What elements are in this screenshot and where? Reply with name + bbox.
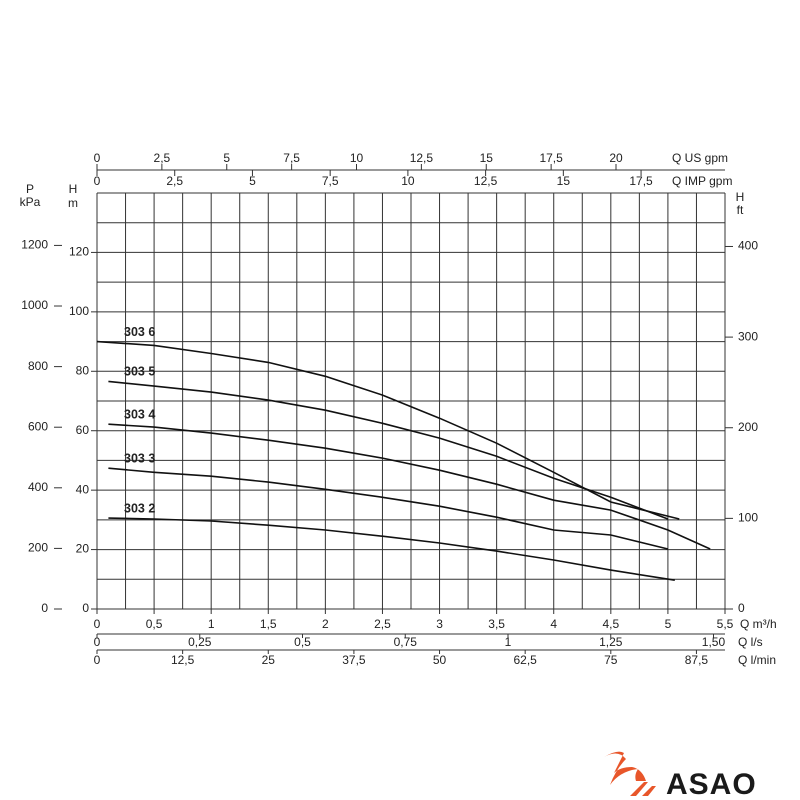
y-tick-label: 100 — [69, 304, 89, 318]
y-axis-title: m — [68, 196, 78, 210]
tick-label: 62,5 — [513, 653, 537, 667]
pump-curve — [108, 423, 711, 550]
series-label: 303 2 — [124, 501, 155, 515]
y-tick-label: 40 — [76, 482, 90, 496]
tick-label: 75 — [604, 653, 618, 667]
tick-label: 0 — [94, 653, 101, 667]
tick-label: 7,5 — [283, 151, 300, 165]
axis-title: Q IMP gpm — [672, 174, 732, 188]
axis-title: H — [736, 190, 745, 204]
x-tick-label: 0,5 — [146, 617, 163, 631]
series-label: 303 4 — [124, 407, 155, 421]
logo-icon — [604, 751, 646, 785]
tick-label: 10 — [350, 151, 364, 165]
y-tick-label: 20 — [76, 542, 90, 556]
logo-icon — [630, 782, 656, 796]
tick-label: 1 — [505, 635, 512, 649]
x-tick-label: 5,5 — [717, 617, 734, 631]
tick-label: 300 — [738, 329, 758, 343]
pump-curve — [108, 467, 669, 550]
x-tick-label: 1 — [208, 617, 215, 631]
tick-label: 1000 — [21, 298, 48, 312]
tick-label: 5 — [223, 151, 230, 165]
x-tick-label: 3 — [436, 617, 443, 631]
tick-label: 12,5 — [474, 174, 498, 188]
x-tick-label: 5 — [665, 617, 672, 631]
tick-label: 0 — [41, 601, 48, 615]
pump-curve — [108, 517, 675, 581]
y-tick-label: 0 — [82, 601, 89, 615]
series-label: 303 3 — [124, 451, 155, 465]
pump-curve — [108, 380, 669, 520]
y-axis-title: H — [69, 182, 78, 196]
tick-label: 5 — [249, 174, 256, 188]
tick-label: 2,5 — [154, 151, 171, 165]
tick-label: 37,5 — [342, 653, 366, 667]
tick-label: 2,5 — [166, 174, 183, 188]
tick-label: 0 — [94, 151, 101, 165]
x-tick-label: 0 — [94, 617, 101, 631]
tick-label: 200 — [28, 541, 48, 555]
tick-label: 0 — [738, 601, 745, 615]
tick-label: 50 — [433, 653, 447, 667]
tick-label: 20 — [609, 151, 623, 165]
axis-title: Q l/s — [738, 635, 763, 649]
tick-label: 87,5 — [685, 653, 709, 667]
axis-title: ft — [737, 203, 744, 217]
y-tick-label: 120 — [69, 245, 89, 259]
tick-label: 12,5 — [410, 151, 434, 165]
tick-label: 12,5 — [171, 653, 195, 667]
tick-label: 1200 — [21, 238, 48, 252]
axis-title: P — [26, 182, 34, 196]
x-axis-title: Q m³/h — [740, 617, 777, 631]
tick-label: 400 — [738, 239, 758, 253]
tick-label: 600 — [28, 419, 48, 433]
y-tick-label: 80 — [76, 363, 90, 377]
tick-label: 0,25 — [188, 635, 212, 649]
tick-label: 15 — [480, 151, 494, 165]
tick-label: 0,5 — [294, 635, 311, 649]
y-tick-label: 60 — [76, 423, 90, 437]
tick-label: 17,5 — [629, 174, 653, 188]
tick-label: 200 — [738, 420, 758, 434]
tick-label: 100 — [738, 511, 758, 525]
tick-label: 0 — [94, 635, 101, 649]
tick-label: 1,50 — [702, 635, 726, 649]
tick-label: 25 — [262, 653, 276, 667]
tick-label: 7,5 — [322, 174, 339, 188]
series-label: 303 6 — [124, 325, 155, 339]
x-tick-label: 4,5 — [602, 617, 619, 631]
tick-label: 17,5 — [539, 151, 563, 165]
logo-text: ASAO — [666, 768, 757, 800]
x-tick-label: 3,5 — [488, 617, 505, 631]
tick-label: 0,75 — [394, 635, 418, 649]
tick-label: 15 — [557, 174, 571, 188]
series-label: 303 5 — [124, 365, 155, 379]
tick-label: 400 — [28, 480, 48, 494]
logo: ASAO — [604, 751, 757, 800]
tick-label: 800 — [28, 359, 48, 373]
tick-label: 0 — [94, 174, 101, 188]
tick-label: 10 — [401, 174, 415, 188]
axis-title: kPa — [20, 195, 41, 209]
x-tick-label: 2 — [322, 617, 329, 631]
x-tick-label: 4 — [550, 617, 557, 631]
pump-curve — [96, 340, 680, 520]
x-tick-label: 2,5 — [374, 617, 391, 631]
axis-title: Q l/min — [738, 653, 776, 667]
x-tick-label: 1,5 — [260, 617, 277, 631]
axis-title: Q US gpm — [672, 151, 728, 165]
tick-label: 1,25 — [599, 635, 623, 649]
